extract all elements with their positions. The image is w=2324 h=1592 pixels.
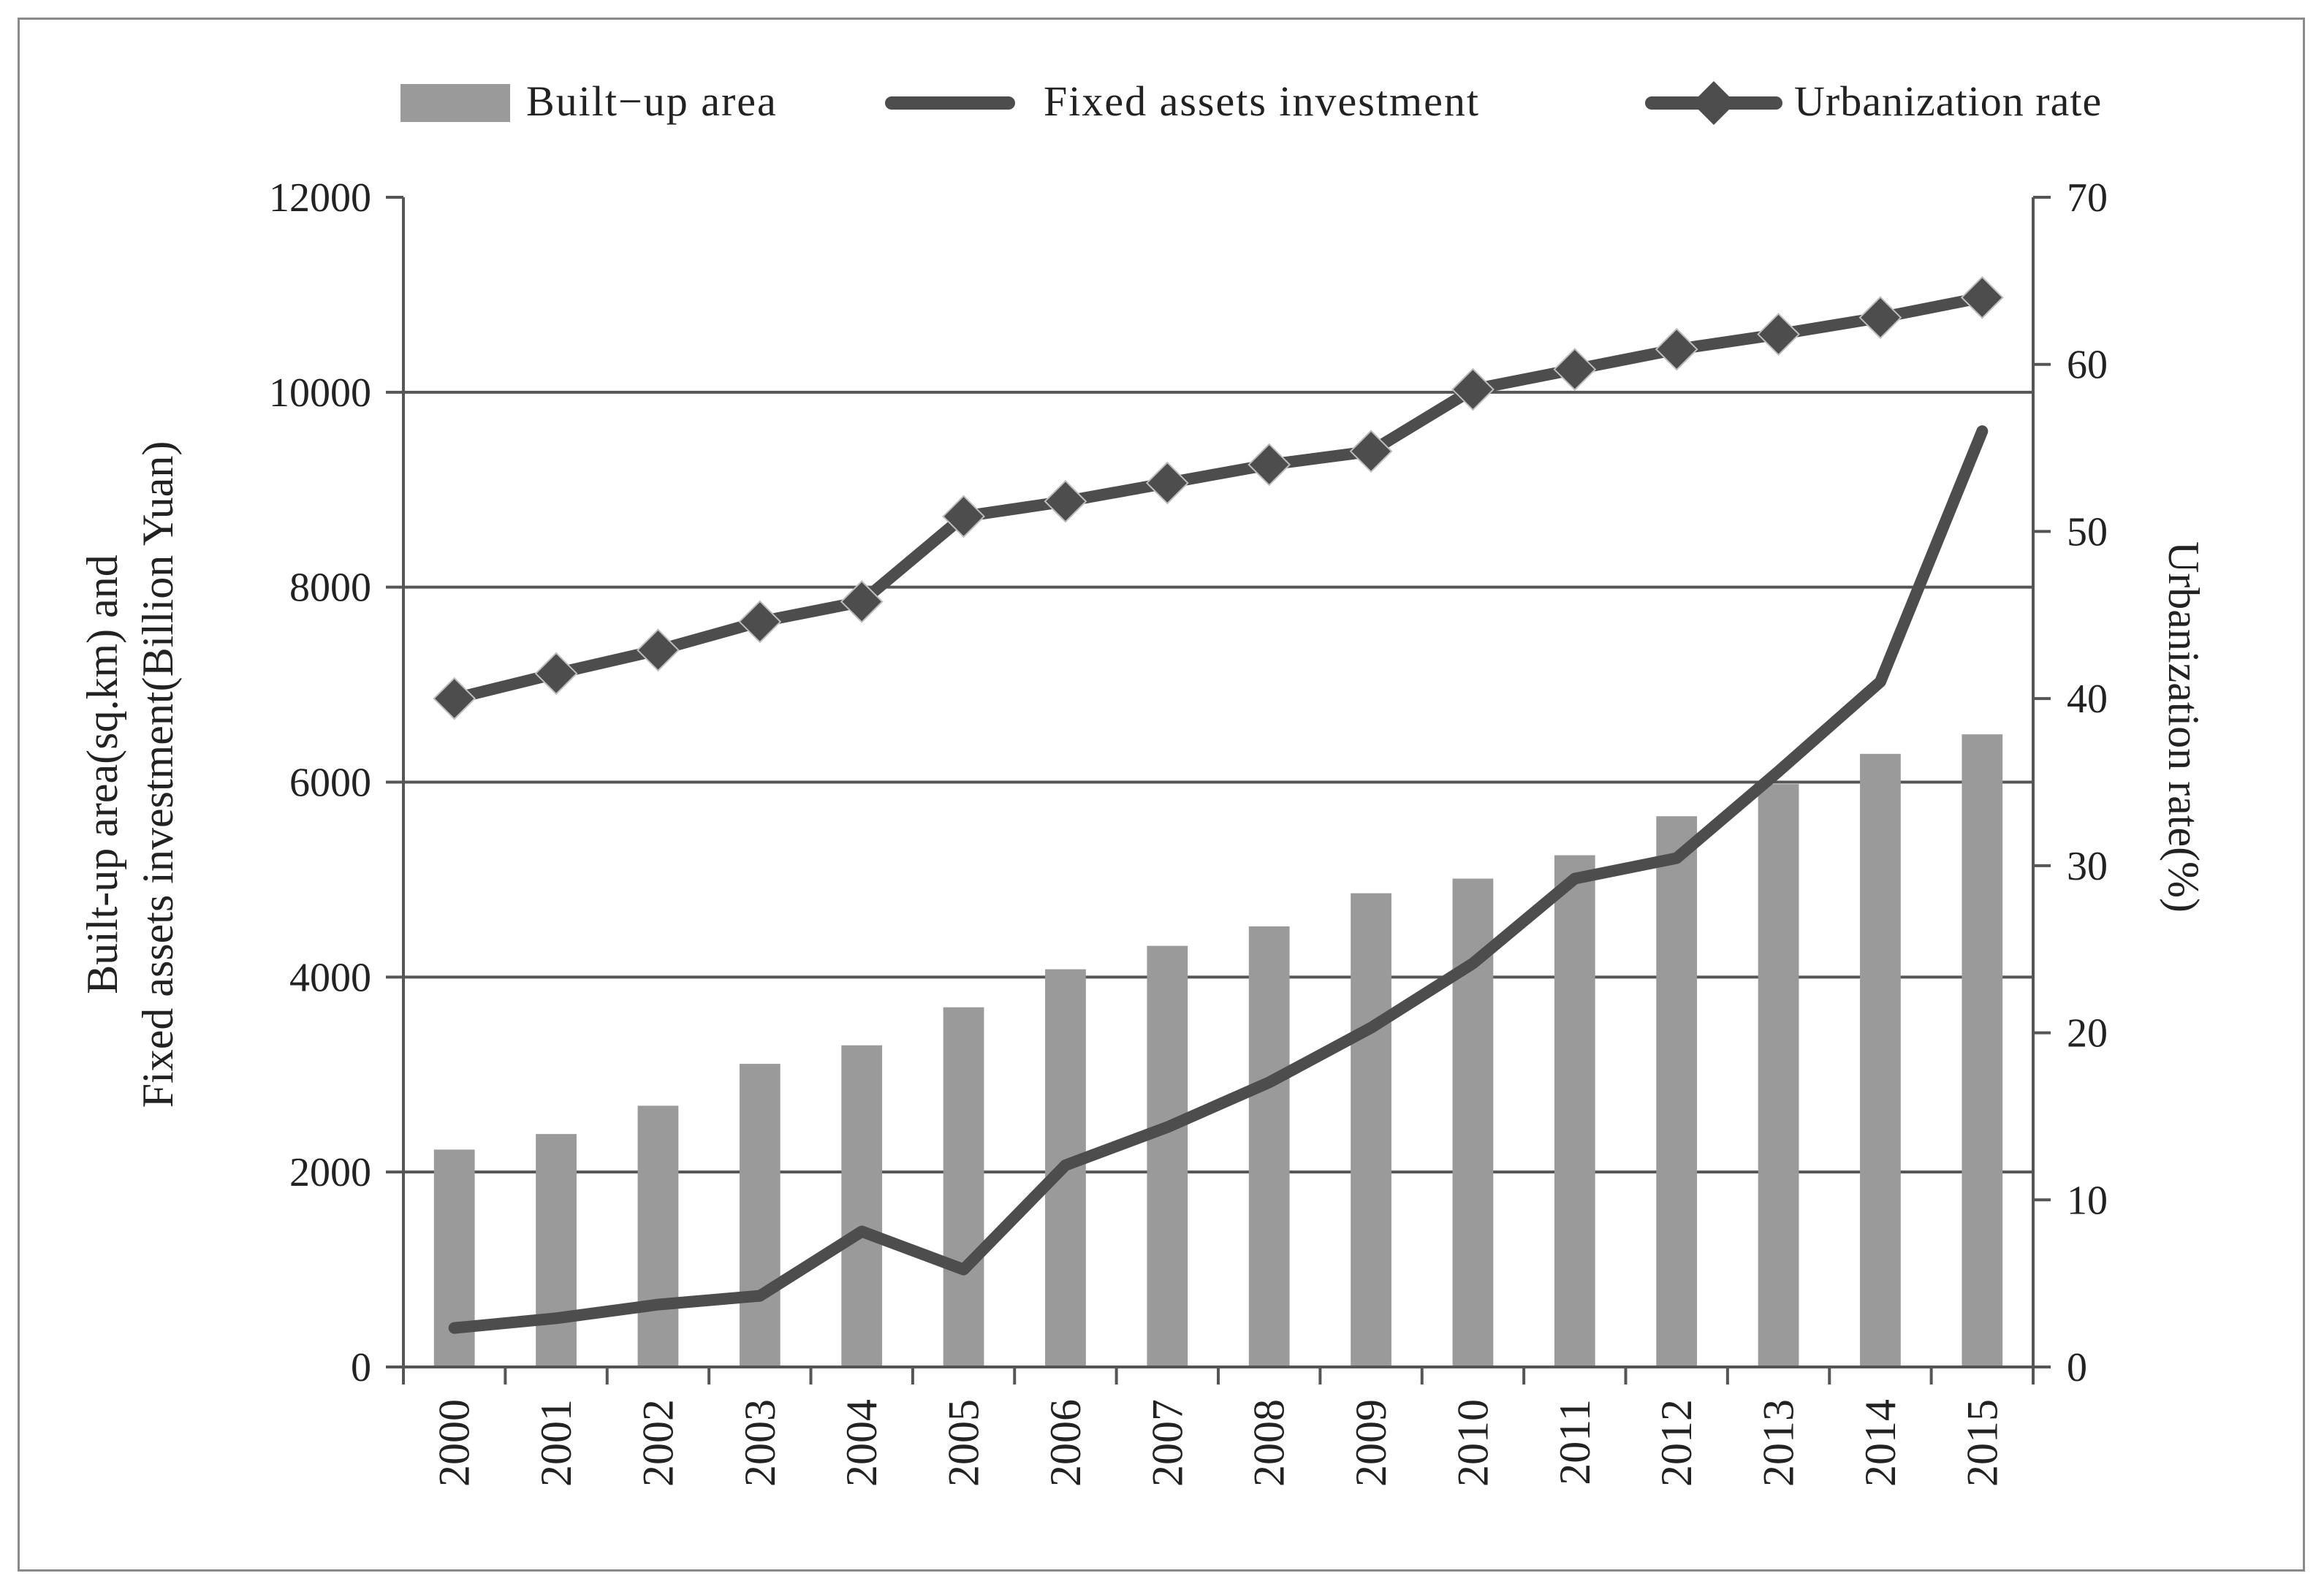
legend-swatch-built-up-area — [400, 84, 510, 122]
x-tick-label-2012: 2012 — [1652, 1399, 1701, 1487]
point-urbanization-rate-2014 — [1858, 296, 1902, 340]
y-left-axis-title-line1: Built-up area(sq.km) and — [78, 555, 126, 994]
legend: Built−up area Fixed assets investment Ur… — [400, 77, 2102, 125]
point-urbanization-rate-2003 — [738, 600, 782, 644]
y-left-tick-label-4000: 4000 — [289, 955, 371, 1000]
x-tick-label-2002: 2002 — [634, 1399, 682, 1487]
legend-label-built-up-area: Built−up area — [526, 77, 778, 125]
x-tick-label-2010: 2010 — [1448, 1399, 1497, 1487]
x-tick-label-2006: 2006 — [1041, 1399, 1090, 1487]
y-right-axis-title: Urbanization rate(%) — [2160, 541, 2208, 913]
y-right-tick-label-20: 20 — [2067, 1011, 2108, 1056]
x-tick-label-2004: 2004 — [838, 1399, 886, 1487]
y-left-tick-label-0: 0 — [351, 1345, 371, 1390]
y-left-tick-label-6000: 6000 — [289, 761, 371, 806]
legend-label-fixed-assets-investment: Fixed assets investment — [1044, 77, 1480, 125]
point-urbanization-rate-2008 — [1248, 443, 1291, 487]
bar-built-up-area-2009 — [1351, 893, 1391, 1367]
x-tick-label-2005: 2005 — [940, 1399, 988, 1487]
bar-built-up-area-2012 — [1656, 816, 1698, 1367]
x-tick-label-2009: 2009 — [1347, 1399, 1395, 1487]
bar-built-up-area-2000 — [433, 1149, 475, 1367]
point-urbanization-rate-2011 — [1553, 348, 1597, 391]
bar-series-built-up-area — [433, 734, 2003, 1367]
x-tick-label-2011: 2011 — [1551, 1399, 1599, 1485]
x-tick-label-2013: 2013 — [1755, 1399, 1803, 1487]
x-tick-label-2001: 2001 — [532, 1399, 580, 1487]
legend-marker-diamond-icon — [1692, 81, 1736, 125]
line-fixed-assets-investment — [448, 425, 1989, 1334]
bar-built-up-area-2004 — [841, 1045, 883, 1367]
bar-built-up-area-2002 — [637, 1105, 679, 1367]
y-left-axis-title-line2: Fixed assets investment(Billion Yuan) — [134, 441, 182, 1108]
bar-built-up-area-2001 — [536, 1134, 577, 1367]
axes — [386, 196, 2051, 1385]
y-left-tick-label-2000: 2000 — [289, 1150, 371, 1195]
point-urbanization-rate-2001 — [534, 652, 578, 696]
y-right-tick-label-10: 10 — [2067, 1178, 2108, 1223]
point-urbanization-rate-2013 — [1757, 313, 1800, 356]
point-urbanization-rate-2002 — [637, 628, 680, 672]
point-urbanization-rate-2006 — [1044, 479, 1087, 523]
point-urbanization-rate-2005 — [942, 495, 985, 538]
legend-label-urbanization-rate: Urbanization rate — [1794, 77, 2102, 125]
x-tick-label-2007: 2007 — [1143, 1399, 1191, 1487]
point-urbanization-rate-2012 — [1655, 327, 1698, 371]
point-urbanization-rate-2004 — [840, 580, 884, 623]
axis-titles: Built-up area(sq.km) and Fixed assets in… — [78, 441, 2208, 1108]
y-right-tick-label-60: 60 — [2067, 343, 2108, 388]
x-tick-label-2000: 2000 — [430, 1399, 479, 1487]
x-tick-label-2014: 2014 — [1856, 1399, 1905, 1487]
bar-built-up-area-2008 — [1248, 926, 1290, 1367]
y-right-tick-label-70: 70 — [2067, 175, 2108, 221]
bar-built-up-area-2015 — [1962, 734, 2003, 1367]
bar-built-up-area-2005 — [943, 1007, 984, 1367]
point-urbanization-rate-2010 — [1451, 367, 1495, 411]
y-left-tick-label-8000: 8000 — [289, 565, 371, 611]
bar-built-up-area-2011 — [1554, 855, 1595, 1367]
y-right-tick-label-0: 0 — [2067, 1345, 2087, 1390]
bar-built-up-area-2014 — [1860, 753, 1901, 1367]
y-left-tick-label-12000: 12000 — [269, 175, 371, 221]
x-tick-label-2015: 2015 — [1958, 1399, 2006, 1487]
bar-built-up-area-2013 — [1758, 784, 1799, 1367]
tick-labels: 0 2000 4000 6000 8000 10000 12000 0 10 20 30 40 50 60… — [269, 175, 2108, 1487]
y-left-tick-label-10000: 10000 — [269, 370, 371, 416]
line-series — [433, 275, 2004, 1334]
point-urbanization-rate-2009 — [1349, 430, 1393, 473]
line-urbanization-rate — [448, 292, 1989, 705]
y-right-tick-label-40: 40 — [2067, 677, 2108, 722]
x-tick-label-2003: 2003 — [736, 1399, 784, 1487]
bar-built-up-area-2003 — [739, 1064, 781, 1367]
x-tick-label-2008: 2008 — [1245, 1399, 1294, 1487]
y-right-tick-label-50: 50 — [2067, 509, 2108, 555]
y-right-tick-label-30: 30 — [2067, 844, 2108, 889]
point-urbanization-rate-2000 — [433, 677, 476, 720]
point-urbanization-rate-2015 — [1960, 275, 2004, 319]
point-urbanization-rate-2007 — [1145, 461, 1189, 505]
bar-built-up-area-2007 — [1147, 945, 1188, 1367]
